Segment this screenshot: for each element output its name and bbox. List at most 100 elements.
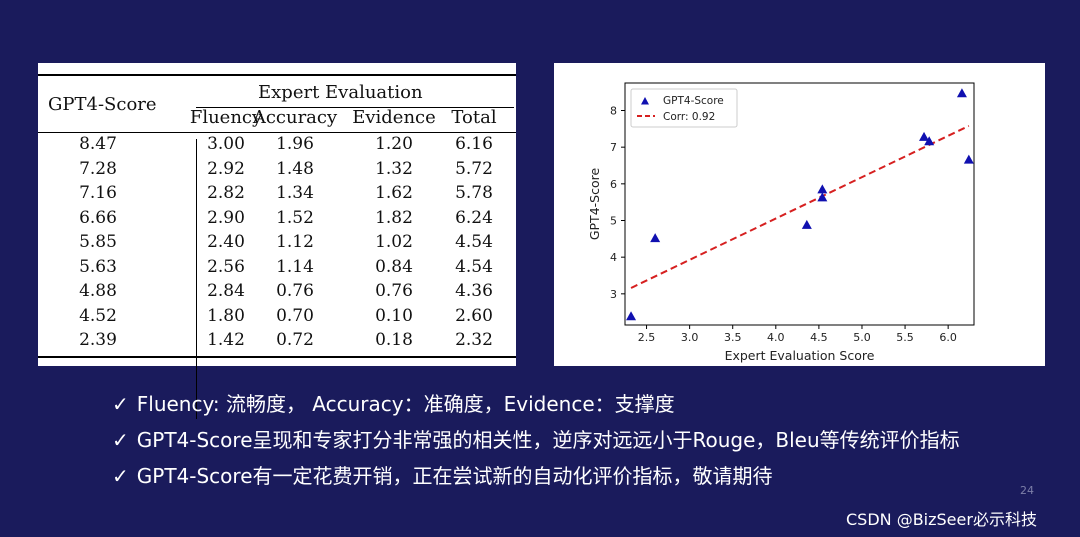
table-top-rule [38, 74, 516, 76]
legend-box [630, 88, 738, 128]
data-point [801, 219, 812, 229]
table-cell: 1.34 [276, 183, 314, 203]
table-cell: 0.84 [375, 256, 413, 277]
check-icon: ✓ [112, 464, 129, 488]
table-cell: 2.39 [79, 330, 117, 350]
table-cell: 2.92 [207, 158, 245, 179]
data-point [924, 136, 935, 146]
table-cell: 0.18 [375, 330, 413, 350]
table-cell: 6.24 [455, 207, 493, 228]
legend-triangle-icon [641, 97, 649, 105]
table-cell: 3.00 [207, 134, 245, 154]
y-tick-label: 3 [610, 288, 617, 301]
bullet-text: GPT4-Score呈现和专家打分非常强的相关性，逆序对远远小于Rouge，Bl… [136, 428, 960, 452]
table-cell: 1.02 [375, 232, 413, 252]
column-header: Evidence [352, 107, 436, 128]
x-tick-label: 5.0 [853, 331, 871, 344]
table-cell: 2.90 [207, 207, 245, 228]
bullet-text: GPT4-Score有一定花费开销，正在尝试新的自动化评价指标，敬请期待 [136, 464, 773, 488]
x-tick-label: 3.0 [681, 331, 699, 344]
table-cell: 1.82 [375, 207, 413, 228]
table-cell: 5.78 [455, 183, 493, 203]
x-axis-label: Expert Evaluation Score [725, 348, 875, 363]
table-cell: 4.52 [79, 305, 117, 326]
table-cell: 7.28 [79, 158, 117, 179]
table-cell: 4.88 [79, 281, 117, 301]
column-header: Accuracy [252, 107, 338, 128]
table-cell: 1.62 [375, 183, 413, 203]
table-cell: 2.40 [207, 232, 245, 252]
x-tick-label: 5.5 [896, 331, 914, 344]
plot-frame [624, 82, 975, 326]
table-cell: 0.76 [375, 281, 413, 301]
legend-label: GPT4-Score [663, 95, 724, 107]
data-point [919, 131, 930, 141]
table-cell: 4.54 [455, 256, 493, 277]
bullet-list: ✓ Fluency: 流畅度， Accuracy：准确度，Evidence：支撑度… [112, 388, 1052, 496]
x-tick-label: 4.0 [767, 331, 785, 344]
watermark: CSDN @BizSeer必示科技 [846, 510, 1037, 529]
data-point [956, 88, 967, 98]
table-cell: 8.47 [79, 134, 117, 154]
table-cell: 2.84 [207, 281, 245, 301]
scatter-chart: 2.5 3.0 3.5 4.0 4.5 5.0 5.5 6.0 3 4 5 6 7 8 Expert Eva… [554, 63, 1045, 366]
table-cell: 1.42 [207, 330, 245, 350]
bullet-item: ✓ GPT4-Score呈现和专家打分非常强的相关性，逆序对远远小于Rouge，B… [112, 424, 1052, 460]
correlation-line [630, 124, 970, 289]
column-header: Fluency [189, 107, 263, 128]
table-cell: 1.32 [375, 158, 413, 179]
table-cell: 0.10 [375, 305, 413, 326]
page-number: 24 [1020, 484, 1034, 497]
y-tick-label: 7 [610, 141, 617, 154]
bullet-item: ✓ Fluency: 流畅度， Accuracy：准确度，Evidence：支撑度 [112, 388, 1052, 424]
table-cell: 1.52 [276, 207, 314, 228]
table-cell: 4.54 [455, 232, 493, 252]
scatter-chart-svg: 2.5 3.0 3.5 4.0 4.5 5.0 5.5 6.0 3 4 5 6 7 8 Expert Eva… [587, 82, 975, 363]
group-underline [196, 107, 514, 108]
column-header: Total [451, 107, 497, 128]
data-point [817, 184, 828, 194]
table-cell: 2.82 [207, 183, 245, 203]
check-icon: ✓ [112, 392, 129, 416]
y-tick-label: 5 [610, 215, 617, 228]
x-tick-label: 4.5 [810, 331, 828, 344]
data-point [817, 192, 828, 202]
table-cell: 2.56 [207, 256, 245, 277]
x-tick-label: 3.5 [724, 331, 742, 344]
table-cell: 4.36 [455, 281, 493, 301]
legend-label: Corr: 0.92 [663, 111, 715, 123]
data-point [626, 311, 637, 321]
table-divider [196, 139, 197, 419]
table-cell: 7.16 [79, 183, 117, 203]
table-cell: 5.63 [79, 256, 117, 277]
y-axis-label: GPT4-Score [587, 168, 602, 241]
table-cell: 1.96 [276, 134, 314, 154]
table-cell: 0.72 [276, 330, 314, 350]
header-expert-evaluation: Expert Evaluation [258, 82, 423, 103]
header-gpt4-score: GPT4-Score [48, 94, 157, 115]
x-tick-label: 6.0 [939, 331, 957, 344]
table-cell: 1.12 [276, 232, 314, 252]
check-icon: ✓ [112, 428, 129, 452]
table-cell: 6.16 [455, 134, 493, 154]
data-point [963, 154, 974, 164]
table-cell: 1.80 [207, 305, 245, 326]
table-cell: 5.72 [455, 158, 493, 179]
y-tick-label: 6 [610, 178, 617, 191]
table-cell: 1.20 [375, 134, 413, 154]
header-rule [38, 132, 516, 133]
table-cell: 1.48 [276, 158, 314, 179]
table-cell: 0.70 [276, 305, 314, 326]
table-cell: 1.14 [276, 256, 314, 277]
table-cell: 5.85 [79, 232, 117, 252]
table-cell: 0.76 [276, 281, 314, 301]
table-cell: 6.66 [79, 207, 117, 228]
table-bottom-rule [38, 356, 516, 358]
y-tick-label: 4 [610, 251, 617, 264]
score-table: GPT4-Score Expert Evaluation Fluency Accu… [38, 63, 516, 419]
data-point [650, 233, 661, 243]
x-tick-label: 2.5 [638, 331, 656, 344]
y-tick-label: 8 [610, 105, 617, 118]
table-cell: 2.60 [455, 305, 493, 326]
bullet-text: Fluency: 流畅度， Accuracy：准确度，Evidence：支撑度 [136, 392, 675, 416]
